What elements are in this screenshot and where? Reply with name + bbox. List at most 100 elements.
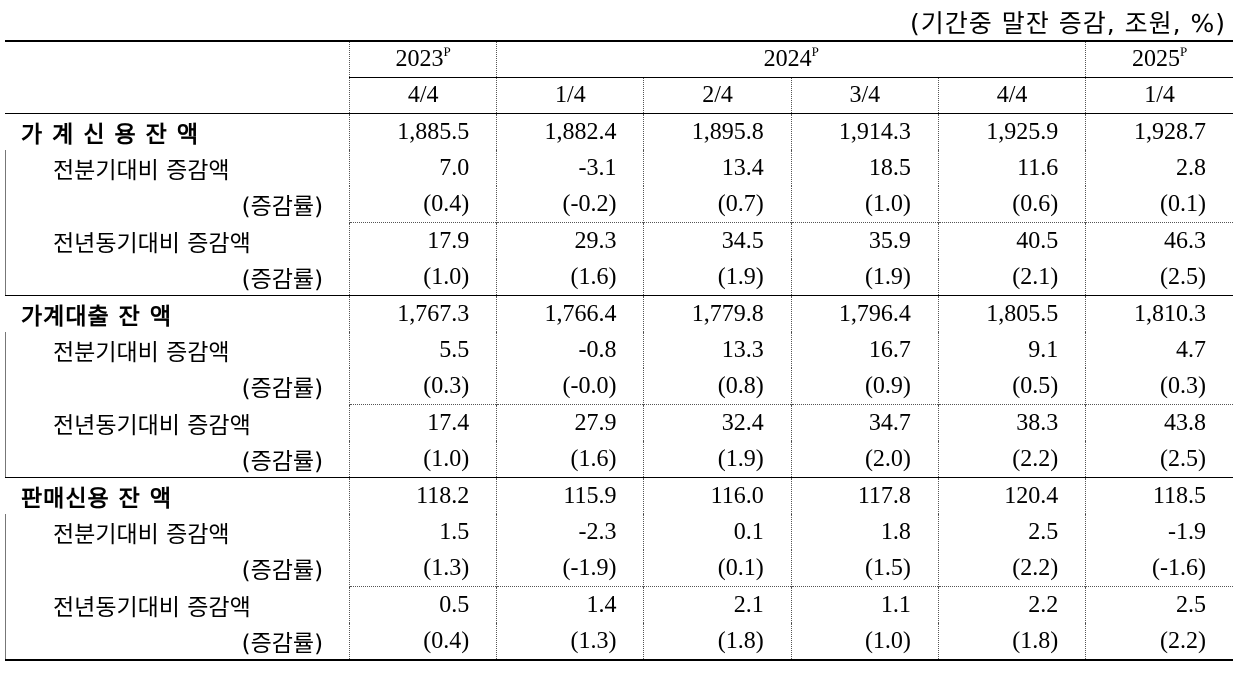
value-cell: 16.7 <box>790 332 939 368</box>
value-cell: 1,766.4 <box>496 295 644 332</box>
row-label: 전분기대비 증감액 <box>5 150 350 186</box>
value-cell: 116.0 <box>643 477 792 514</box>
value-cell: 1,895.8 <box>643 113 792 150</box>
value-cell: (2.1) <box>937 259 1086 296</box>
value-cell: 40.5 <box>937 222 1086 259</box>
value-cell: (0.3) <box>1085 368 1233 405</box>
value-cell: (1.8) <box>643 623 792 661</box>
qoq-change-row: 전분기대비 증감액 5.5 -0.8 13.3 16.7 9.1 4.7 <box>5 332 1233 368</box>
value-cell: 2.5 <box>937 514 1086 550</box>
value-cell: 11.6 <box>937 150 1086 186</box>
value-cell: (0.1) <box>643 550 792 587</box>
value-cell: 1,882.4 <box>496 113 644 150</box>
value-cell: 34.5 <box>643 222 792 259</box>
value-cell: (0.6) <box>937 186 1086 223</box>
year-2023-header: 2023P <box>349 40 497 78</box>
balance-row: 판매신용 잔 액 118.2 115.9 116.0 117.8 120.4 118.5 <box>5 477 1233 514</box>
quarter-header: 4/4 <box>349 77 497 114</box>
value-cell: (0.1) <box>1085 186 1233 223</box>
row-label: 전분기대비 증감액 <box>5 514 350 550</box>
value-cell: 1,925.9 <box>937 113 1086 150</box>
value-cell: (2.5) <box>1085 441 1233 478</box>
value-cell: (1.0) <box>790 623 939 661</box>
section-title: 가계대출 잔 액 <box>21 304 172 330</box>
value-cell: 1.5 <box>349 514 497 550</box>
value-cell: 9.1 <box>937 332 1086 368</box>
value-cell: 0.5 <box>349 586 497 623</box>
yoy-rate-row: (증감률) (1.0) (1.6) (1.9) (2.0) (2.2) (2.5) <box>5 441 1233 478</box>
value-cell: 118.5 <box>1085 477 1233 514</box>
yoy-rate-row: (증감률) (1.0) (1.6) (1.9) (1.9) (2.1) (2.5) <box>5 259 1233 296</box>
rate-label: (증감률) <box>5 186 350 223</box>
quarter-header: 2/4 <box>643 77 792 114</box>
year-header-row: 2023P 2024P 2025P <box>5 40 1233 78</box>
value-cell: (1.3) <box>349 550 497 587</box>
value-cell: 1,810.3 <box>1085 295 1233 332</box>
section-title: 판매신용 잔 액 <box>21 486 172 512</box>
value-cell: (2.2) <box>937 550 1086 587</box>
value-cell: 13.4 <box>643 150 792 186</box>
value-cell: 118.2 <box>349 477 497 514</box>
balance-row: 가 계 신 용 잔 액 1,885.5 1,882.4 1,895.8 1,914.3 1… <box>5 113 1233 150</box>
quarter-header-row: 4/4 1/4 2/4 3/4 4/4 1/4 <box>5 77 1233 114</box>
rate-label: (증감률) <box>5 259 350 296</box>
value-cell: 2.2 <box>937 586 1086 623</box>
value-cell: -2.3 <box>496 514 644 550</box>
yoy-change-row: 전년동기대비 증감액 17.4 27.9 32.4 34.7 38.3 43.8 <box>5 404 1233 442</box>
value-cell: 7.0 <box>349 150 497 186</box>
value-cell: (1.9) <box>643 259 792 296</box>
value-cell: (1.6) <box>496 441 644 478</box>
value-cell: 13.3 <box>643 332 792 368</box>
year-label: 2024 <box>763 46 812 72</box>
value-cell: 1,779.8 <box>643 295 792 332</box>
year-2024-header: 2024P <box>496 40 1086 78</box>
row-label: 전년동기대비 증감액 <box>5 223 350 260</box>
value-cell: 117.8 <box>790 477 939 514</box>
yoy-rate-row: (증감률) (0.4) (1.3) (1.8) (1.0) (1.8) (2.2) <box>5 623 1233 661</box>
row-label: 전년동기대비 증감액 <box>5 405 350 442</box>
value-cell: 115.9 <box>496 477 644 514</box>
value-cell: 5.5 <box>349 332 497 368</box>
value-cell: (2.2) <box>937 441 1086 478</box>
value-cell: (0.9) <box>790 368 939 405</box>
unit-note: (기간중 말잔 증감, 조원, %) <box>910 9 1226 38</box>
rate-label: (증감률) <box>5 368 350 405</box>
header-corner <box>5 77 350 114</box>
value-cell: 2.1 <box>643 586 792 623</box>
row-label: 전년동기대비 증감액 <box>5 587 350 624</box>
value-cell: (0.4) <box>349 623 497 661</box>
value-cell: 17.4 <box>349 404 497 441</box>
value-cell: 1,885.5 <box>349 113 497 150</box>
value-cell: 120.4 <box>937 477 1086 514</box>
value-cell: 2.5 <box>1085 586 1233 623</box>
value-cell: 4.7 <box>1085 332 1233 368</box>
preliminary-mark: P <box>811 44 819 59</box>
value-cell: 1,796.4 <box>790 295 939 332</box>
yoy-change-row: 전년동기대비 증감액 0.5 1.4 2.1 1.1 2.2 2.5 <box>5 586 1233 624</box>
value-cell: 1.4 <box>496 586 644 623</box>
quarter-header: 1/4 <box>496 77 644 114</box>
value-cell: -1.9 <box>1085 514 1233 550</box>
value-cell: 34.7 <box>790 404 939 441</box>
household-credit-table: 2023P 2024P 2025P 4/4 1/4 2/4 3/4 4/4 1/… <box>5 40 1233 661</box>
value-cell: 18.5 <box>790 150 939 186</box>
value-cell: -3.1 <box>496 150 644 186</box>
rate-label: (증감률) <box>5 623 350 661</box>
value-cell: 43.8 <box>1085 404 1233 441</box>
value-cell: (1.0) <box>349 259 497 296</box>
quarter-header: 3/4 <box>790 77 939 114</box>
row-label: 전분기대비 증감액 <box>5 332 350 368</box>
balance-row: 가계대출 잔 액 1,767.3 1,766.4 1,779.8 1,796.4 1,80… <box>5 295 1233 332</box>
value-cell: 27.9 <box>496 404 644 441</box>
value-cell: (1.6) <box>496 259 644 296</box>
value-cell: 35.9 <box>790 222 939 259</box>
preliminary-mark: P <box>443 44 451 59</box>
qoq-change-row: 전분기대비 증감액 1.5 -2.3 0.1 1.8 2.5 -1.9 <box>5 514 1233 550</box>
header-corner <box>5 40 350 78</box>
qoq-rate-row: (증감률) (0.4) (-0.2) (0.7) (1.0) (0.6) (0.1) <box>5 186 1233 223</box>
value-cell: 38.3 <box>937 404 1086 441</box>
value-cell: (1.5) <box>790 550 939 587</box>
qoq-rate-row: (증감률) (1.3) (-1.9) (0.1) (1.5) (2.2) (-1.6) <box>5 550 1233 587</box>
value-cell: (2.5) <box>1085 259 1233 296</box>
value-cell: (1.0) <box>349 441 497 478</box>
